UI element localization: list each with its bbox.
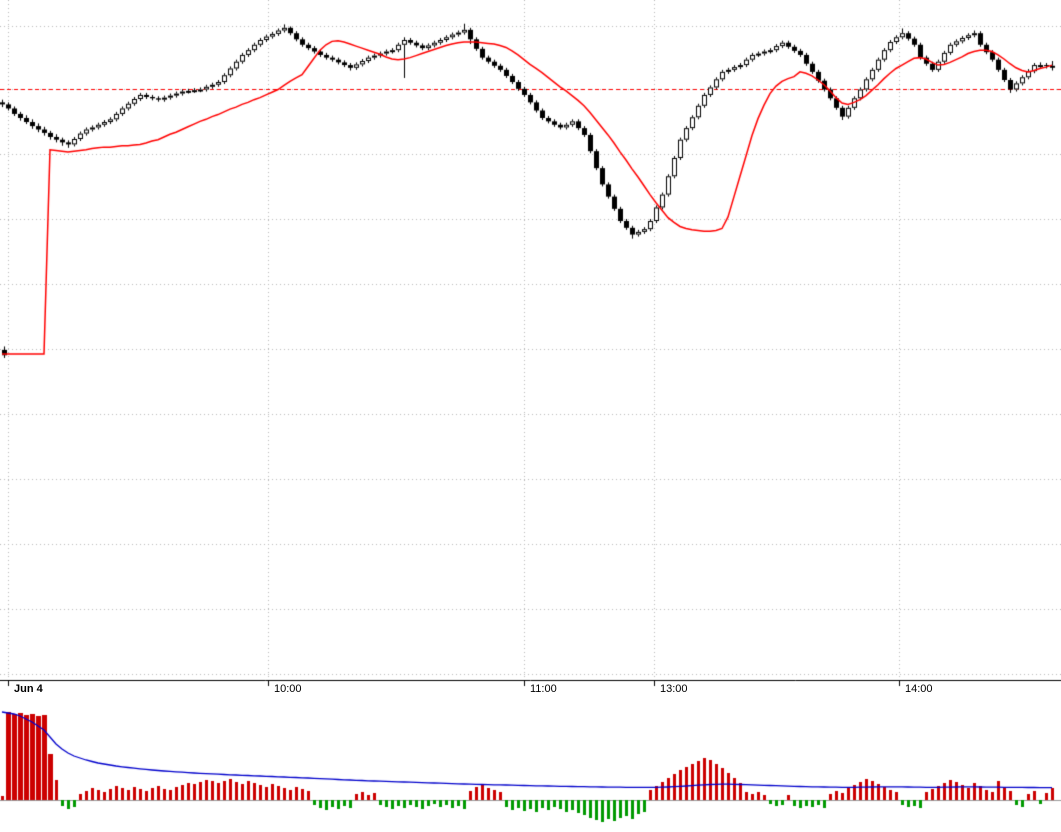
x-axis-time-label-1300: 13:00 bbox=[660, 683, 688, 695]
x-axis-date-label: Jun 4 bbox=[14, 683, 43, 695]
x-axis-time-label-1100: 11:00 bbox=[530, 683, 557, 695]
x-axis-time-label-1000: 10:00 bbox=[274, 683, 302, 695]
x-axis-time-label-1400: 14:00 bbox=[905, 683, 933, 695]
